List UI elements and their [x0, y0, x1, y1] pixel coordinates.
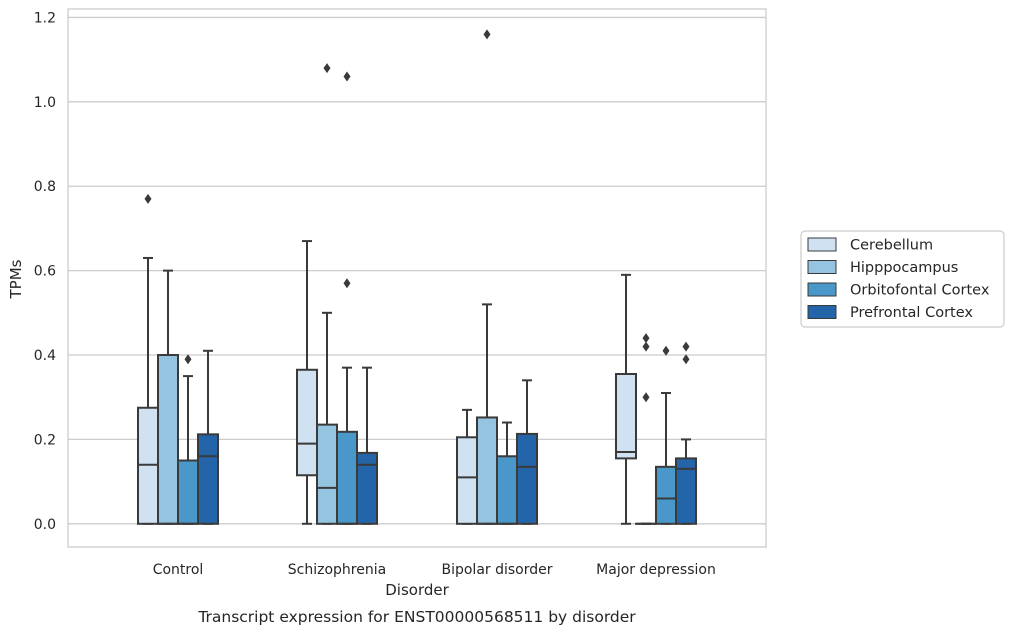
legend-swatch [807, 260, 837, 274]
legend-label: Cerebellum [850, 238, 933, 254]
outlier-point [662, 345, 670, 356]
outlier-point [682, 354, 690, 365]
outlier-point [184, 354, 192, 365]
x-axis-ticks: Control Schizophrenia Bipolar disorder Majo… [153, 562, 716, 578]
y-tick-label: 0.6 [34, 264, 56, 280]
box-prefrontal-cortex [356, 366, 378, 525]
outlier-point [642, 341, 650, 352]
outlier-point [483, 29, 491, 40]
box-body [356, 451, 378, 525]
legend-label: Orbitofontal Cortex [850, 283, 990, 299]
box-hipppocampus [157, 269, 179, 525]
box-prefrontal-cortex [675, 341, 697, 525]
box-body [316, 423, 338, 525]
legend-swatch [807, 282, 837, 297]
box-cerebellum [296, 240, 318, 525]
y-tick-label: 0.0 [34, 517, 56, 533]
box-body [675, 457, 697, 525]
legend-label: Prefrontal Cortex [850, 305, 973, 321]
box-cerebellum [137, 193, 159, 525]
y-axis-ticks: 0.0 0.2 0.4 0.6 0.8 1.0 1.2 [34, 10, 56, 532]
box-orbitofontal-cortex [177, 354, 199, 525]
x-axis-label: Disorder [385, 581, 449, 599]
box-orbitofontal-cortex [496, 421, 518, 525]
chart-caption: Transcript expression for ENST0000056851… [197, 608, 636, 626]
box-cerebellum [456, 408, 478, 525]
x-tick-label: Schizophrenia [288, 562, 386, 578]
box-layer [137, 29, 697, 525]
box-body [516, 432, 538, 525]
legend-label: Hipppocampus [850, 260, 958, 276]
y-tick-label: 0.8 [34, 179, 56, 195]
x-tick-label: Bipolar disorder [441, 562, 552, 578]
legend-swatch [807, 237, 837, 252]
box-body [336, 430, 358, 525]
box-body [137, 406, 159, 525]
y-tick-label: 1.0 [34, 95, 56, 111]
outlier-point [343, 278, 351, 289]
legend-box [800, 230, 1005, 328]
box-body [296, 368, 318, 477]
box-body [157, 354, 179, 525]
outlier-point [323, 63, 331, 74]
box-body [655, 465, 677, 525]
x-tick-label: Major depression [596, 562, 716, 578]
legend: Cerebellum Hipppocampus Orbitofontal Corte… [800, 230, 1005, 328]
y-tick-label: 1.2 [34, 10, 56, 26]
y-tick-label: 0.2 [34, 432, 56, 448]
legend-swatch [807, 305, 837, 319]
y-tick-label: 0.4 [34, 348, 56, 364]
outlier-point [343, 71, 351, 82]
outlier-point [642, 333, 650, 344]
box-orbitofontal-cortex [336, 71, 358, 525]
box-body [456, 436, 478, 525]
outlier-point [682, 341, 690, 352]
box-orbitofontal-cortex [655, 345, 677, 525]
x-tick-label: Control [153, 562, 204, 578]
y-axis-label: TPMs [7, 259, 25, 299]
box-prefrontal-cortex [197, 349, 219, 525]
box-body [496, 455, 518, 525]
outlier-point [642, 392, 650, 403]
box-body [476, 416, 498, 525]
outlier-point [144, 193, 152, 204]
box-hipppocampus [476, 29, 498, 525]
box-cerebellum [615, 273, 637, 525]
plot-frame [67, 8, 767, 548]
box-prefrontal-cortex [516, 379, 538, 525]
box-body [197, 433, 219, 525]
box-body [177, 459, 199, 525]
box-body [615, 372, 637, 460]
